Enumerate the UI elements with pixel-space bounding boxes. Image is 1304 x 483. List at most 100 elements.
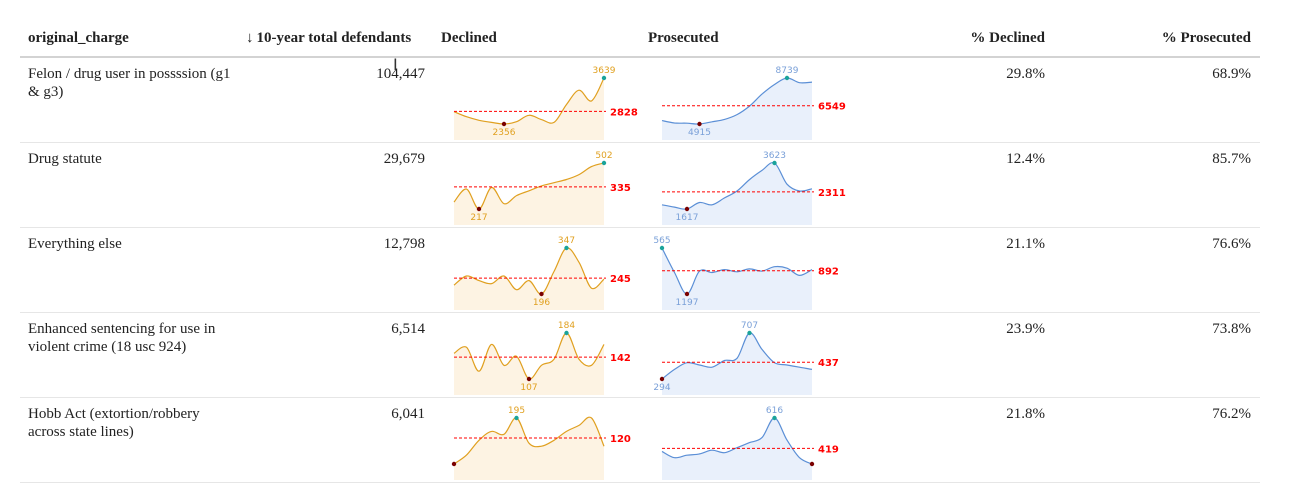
column-header-charge[interactable]: original_charge [28,30,129,46]
min-label: 217 [470,213,487,223]
sparkline-line [453,416,605,465]
mean-label: 892 [818,267,839,278]
max-label: 3639 [593,66,616,76]
max-point [772,415,777,421]
data-table: original_charge ↓ 10-year total defendant… [20,0,1260,483]
sparkline-line [453,77,605,125]
min-point [526,376,532,382]
charge-cell: Drug statute [28,151,102,167]
pct-prosecuted-cell: 73.8% [1212,321,1251,337]
pct-declined-cell: 12.4% [1006,151,1045,167]
max-point [747,330,752,336]
table-row: Felon / drug user in possssion (g1 & g3)… [20,58,1260,143]
max-label: 565 [653,236,670,246]
mean-label: 335 [610,183,631,194]
table-row: Hobb Act (extortion/robbery across state… [20,398,1260,483]
pct-declined-cell: 23.9% [1006,321,1045,337]
max-point [772,160,777,166]
sparkline-area [454,417,604,480]
max-label: 616 [766,406,783,416]
mean-label: 120 [610,434,631,445]
total-cell: 6,514 [391,321,425,337]
max-label: 8739 [776,66,799,76]
pct-prosecuted-cell: 76.2% [1212,406,1251,422]
max-label: 707 [741,321,758,331]
max-point [601,160,607,166]
total-cell: 104,447 [376,66,425,82]
pct-declined-cell: 21.8% [1006,406,1045,422]
max-point [564,330,569,336]
sort-down-icon[interactable]: ↓ [246,30,254,46]
sparkline-area [454,163,604,225]
max-point [659,245,665,251]
pct-declined-cell: 29.8% [1006,66,1045,82]
charge-cell: Enhanced sentencing for use in violent c… [28,321,216,355]
min-label: 4915 [688,128,711,138]
declined-sparkline: 335 217 502 [453,151,631,225]
sparkline-area [454,333,604,395]
max-point [784,75,790,81]
min-point [684,291,690,297]
column-header-total-label: 10-year total defendants [256,30,412,46]
sparkline-area [662,162,812,225]
pct-prosecuted-cell: 68.9% [1212,66,1251,82]
pct-prosecuted-cell: 76.6% [1212,236,1251,252]
declined-sparkline: 120 195 [451,406,631,480]
table-row: Everything else 12,798 245 196 347 892 1197… [20,228,1260,313]
sparkline-area [454,247,604,310]
min-label: 196 [533,298,550,308]
min-label: 1197 [676,298,699,308]
min-point [476,206,482,212]
min-point [809,461,815,467]
declined-sparkline: 245 196 347 [453,236,631,310]
mean-label: 142 [610,353,631,364]
max-label: 195 [508,406,525,416]
mean-label: 2311 [818,188,846,199]
mean-label: 2828 [610,107,638,118]
max-label: 347 [558,236,575,246]
declined-sparkline: 2828 2356 3639 [453,66,638,140]
declined-sparkline: 142 107 184 [453,321,631,395]
max-label: 502 [595,151,612,161]
min-point [684,206,690,212]
total-cell: 12,798 [383,236,425,252]
min-point [501,121,507,127]
column-header-pct-prosecuted[interactable]: % Prosecuted [1161,30,1251,46]
table-row: Drug statute 29,679 335 217 502 2311 1617 36… [20,143,1260,228]
prosecuted-sparkline: 437 294 707 [653,321,839,395]
min-point [451,461,457,467]
charge-cell: Felon / drug user in possssion (g1 & g3) [28,66,231,100]
min-point [659,376,665,382]
min-point [539,291,544,297]
mean-label: 245 [610,274,631,285]
table-row: Enhanced sentencing for use in violent c… [20,313,1260,398]
column-header-prosecuted[interactable]: Prosecuted [648,30,719,46]
total-cell: 6,041 [391,406,425,422]
pct-prosecuted-cell: 85.7% [1212,151,1251,167]
sparkline-area [662,248,812,310]
sparkline-line [661,417,813,465]
table-header: original_charge ↓ 10-year total defendant… [20,0,1260,58]
max-point [564,245,569,251]
sparkline-area [662,417,812,480]
column-header-declined[interactable]: Declined [441,30,497,46]
mean-label: 419 [818,444,839,455]
max-point [601,75,607,81]
charge-cell: Everything else [28,236,122,252]
sparkline-line [453,247,605,295]
min-point [697,121,702,127]
table-body: Felon / drug user in possssion (g1 & g3)… [20,58,1260,483]
mean-label: 6549 [818,102,846,113]
prosecuted-sparkline: 6549 4915 8739 [661,66,846,140]
column-header-total[interactable]: ↓ 10-year total defendants [246,29,411,47]
max-point [514,415,519,421]
mean-label: 437 [818,358,839,369]
max-label: 3623 [763,151,786,161]
charge-cell: Hobb Act (extortion/robbery across state… [28,406,200,440]
max-label: 184 [558,321,575,331]
total-cell: 29,679 [383,151,425,167]
prosecuted-sparkline: 419 616 [661,406,839,480]
min-label: 107 [520,383,537,393]
pct-declined-cell: 21.1% [1006,236,1045,252]
column-header-pct-declined[interactable]: % Declined [970,30,1045,46]
